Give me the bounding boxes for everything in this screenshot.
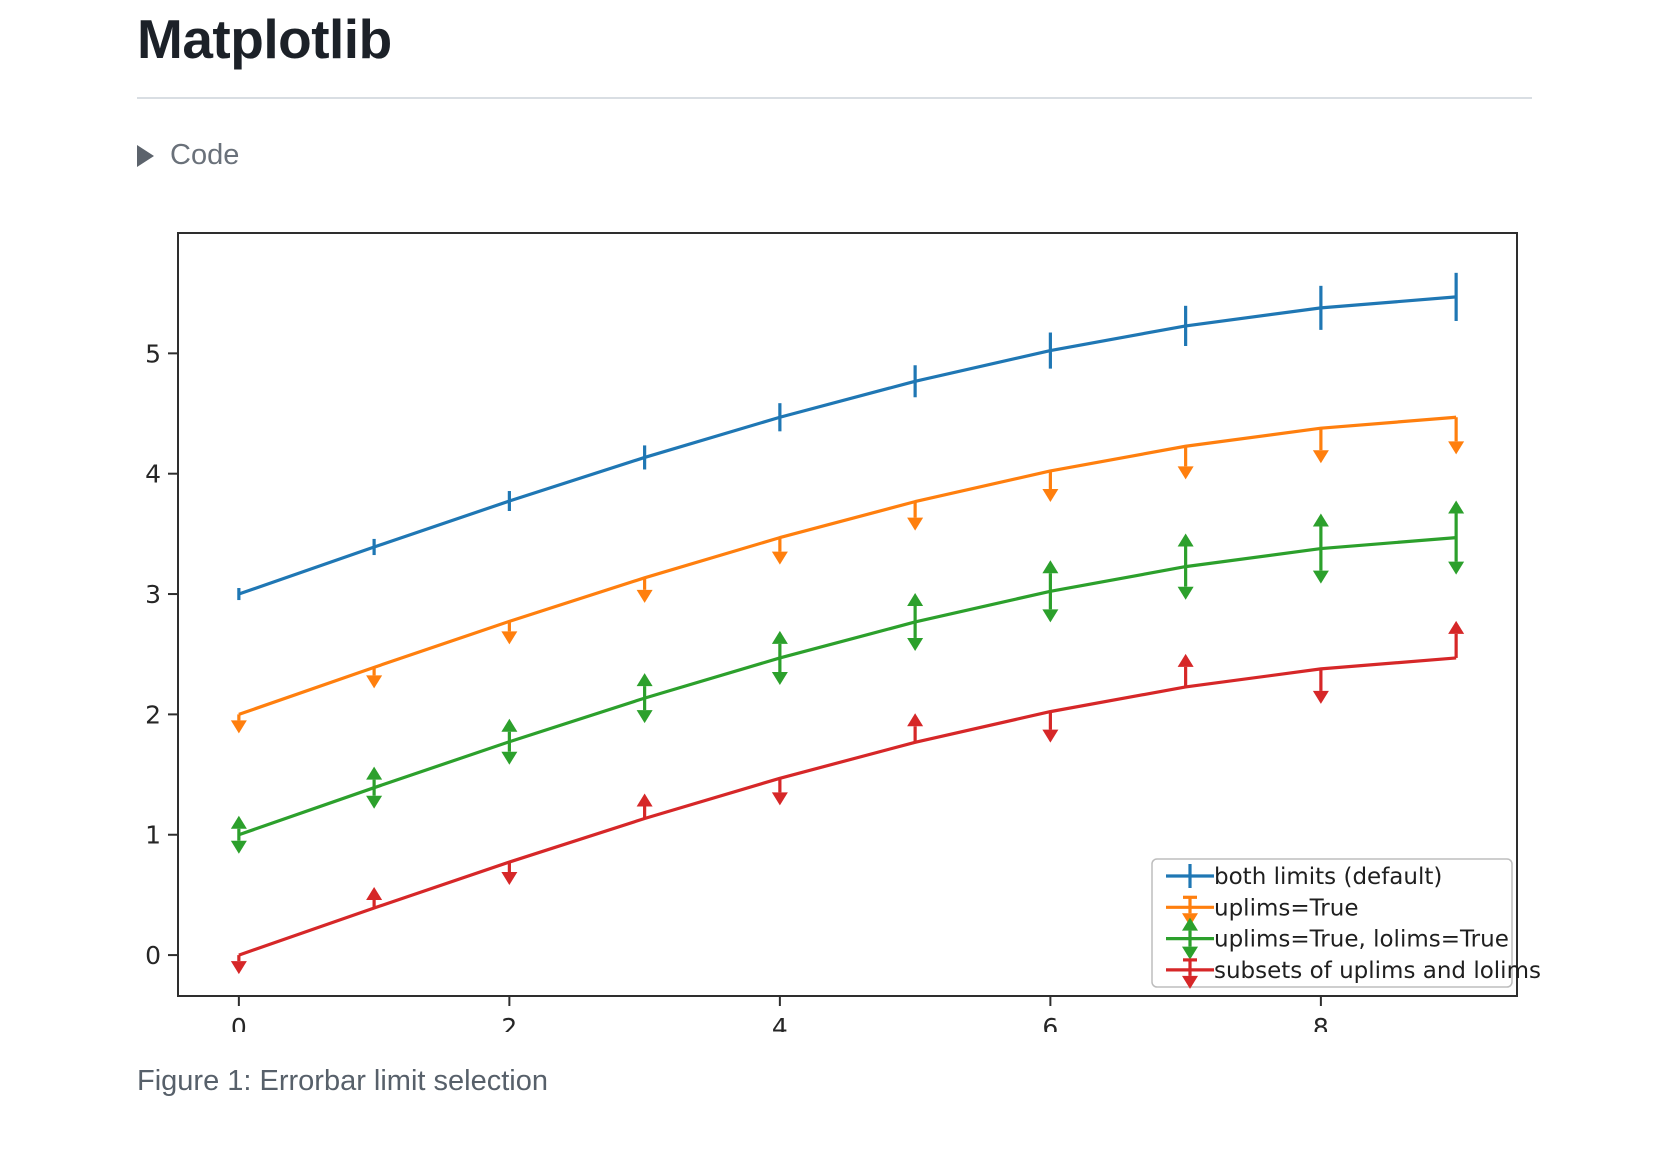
x-axis: 0 2 4 6 8 xyxy=(231,997,1329,1042)
legend-item-subsets: subsets of uplims and lolims xyxy=(1166,958,1541,990)
series-uplims xyxy=(230,415,1465,734)
legend-box xyxy=(1151,858,1513,988)
series-both-limits xyxy=(237,273,1458,601)
y-tick-label: 0 xyxy=(145,941,161,970)
y-tick-label: 3 xyxy=(145,580,161,609)
legend-item-both-limits: both limits (default) xyxy=(1166,864,1442,890)
page-title: Matplotlib xyxy=(137,8,392,70)
y-tick-label: 2 xyxy=(145,701,161,730)
errorbar-chart: 0 2 4 6 8 0 1 2 3 4 5 both limits (default) uplims=T… xyxy=(145,232,1541,1042)
legend: both limits (default) uplims=True uplims=T… xyxy=(1151,858,1541,990)
x-tick-label: 0 xyxy=(231,1013,247,1032)
series-uplims-lolims xyxy=(230,500,1465,855)
expander-triangle-icon xyxy=(137,144,154,167)
legend-item-label: both limits (default) xyxy=(1214,864,1442,890)
series-line xyxy=(238,295,1457,596)
legend-item-label: uplims=True xyxy=(1214,896,1358,922)
y-axis: 0 1 2 3 4 5 xyxy=(145,340,177,970)
y-tick-label: 4 xyxy=(145,460,161,489)
legend-item-label: subsets of uplims and lolims xyxy=(1214,958,1541,984)
series-line xyxy=(238,536,1457,837)
figure: 0 2 4 6 8 0 1 2 3 4 5 both limits (default) uplims=T… xyxy=(130,212,1541,1042)
series-line xyxy=(238,415,1457,717)
series-line xyxy=(238,656,1457,957)
legend-item-uplims-lolims: uplims=True, lolims=True xyxy=(1166,917,1509,960)
code-toggle[interactable]: Code xyxy=(137,139,239,172)
legend-item-label: uplims=True, lolims=True xyxy=(1214,927,1509,953)
x-tick-label: 6 xyxy=(1042,1013,1058,1032)
axes-frame xyxy=(177,232,1518,998)
y-tick-label: 1 xyxy=(145,821,161,850)
code-toggle-label: Code xyxy=(170,139,240,172)
x-tick-label: 2 xyxy=(501,1013,517,1032)
page: Matplotlib Code 0 2 4 6 8 0 1 2 3 4 5 both limits (… xyxy=(130,8,1541,1098)
x-tick-label: 8 xyxy=(1313,1013,1329,1032)
y-tick-label: 5 xyxy=(145,340,161,369)
figure-caption: Figure 1: Errorbar limit selection xyxy=(137,1065,548,1098)
x-tick-label: 4 xyxy=(772,1013,788,1032)
title-divider xyxy=(137,97,1532,100)
series-subsets xyxy=(230,621,1465,975)
